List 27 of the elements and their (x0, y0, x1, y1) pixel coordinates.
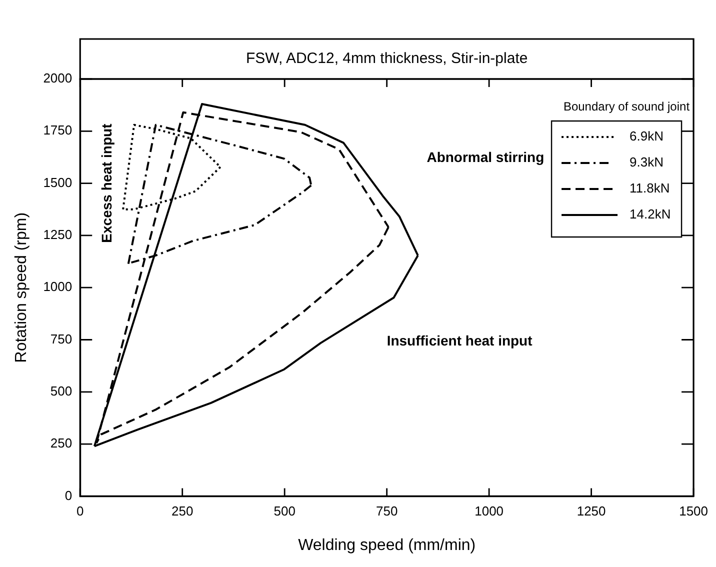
legend-label: 14.2kN (630, 206, 671, 222)
legend-label: 11.8kN (630, 180, 670, 196)
y-tick-label: 2000 (43, 70, 72, 86)
chart-title: FSW, ADC12, 4mm thickness, Stir-in-plate (246, 50, 528, 68)
annotation: Insufficient heat input (386, 332, 533, 349)
legend-title: Boundary of sound joint (563, 99, 690, 114)
y-tick-label: 1500 (43, 174, 72, 190)
x-tick-label: 1000 (474, 504, 504, 519)
y-tick-label: 500 (50, 383, 72, 398)
x-axis-title: Welding speed (mm/min) (298, 536, 476, 554)
y-tick-label: 750 (50, 331, 72, 346)
legend-label: 9.3kN (630, 154, 664, 170)
y-tick-label: 1000 (43, 279, 72, 294)
y-tick-label: 0 (64, 488, 72, 503)
x-tick-label: 1500 (679, 504, 708, 519)
x-tick-label: 250 (172, 504, 194, 519)
y-tick-label: 250 (50, 436, 72, 451)
y-tick-label: 1750 (43, 122, 72, 138)
y-tick-label: 1250 (43, 227, 72, 242)
x-tick-label: 1250 (576, 504, 606, 519)
x-tick-label: 750 (376, 504, 398, 519)
annotation: Excess heat input (98, 123, 115, 243)
y-axis-title: Rotation speed (rpm) (13, 212, 30, 363)
x-tick-label: 500 (274, 504, 296, 519)
x-tick-label: 0 (76, 504, 84, 519)
legend-label: 6.9kN (630, 128, 664, 144)
annotation: Abnormal stirring (426, 149, 544, 166)
